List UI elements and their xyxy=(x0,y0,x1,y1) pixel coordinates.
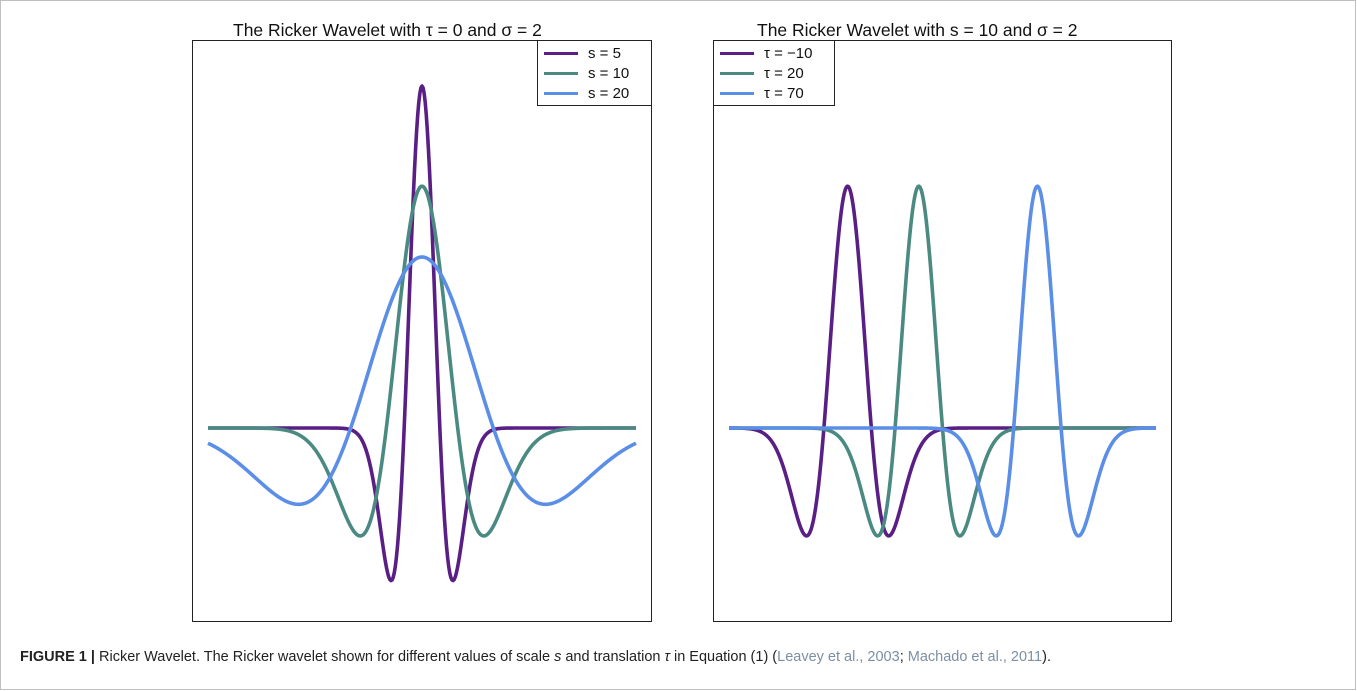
legend-swatch-blue xyxy=(720,91,754,95)
left-legend-entry-s5: s = 5 xyxy=(544,43,643,63)
left-wavelet-plot xyxy=(207,84,637,583)
citation-link[interactable]: Leavey et al., 2003 xyxy=(777,649,900,665)
wavelet-series-line-1 xyxy=(728,184,1157,538)
left-legend-entry-s20: s = 20 xyxy=(544,83,643,103)
right-legend-entry-tau-20: τ = 20 xyxy=(720,63,826,83)
legend-swatch-teal xyxy=(544,71,578,75)
wavelet-series-line-1 xyxy=(207,184,637,538)
figure-caption: FIGURE 1 | Ricker Wavelet. The Ricker wa… xyxy=(20,649,1051,665)
caption-text: ). xyxy=(1042,649,1051,665)
caption-text: ; xyxy=(899,649,908,665)
caption-symbol-tau: τ xyxy=(664,649,670,665)
right-legend: τ = −10 τ = 20 τ = 70 xyxy=(713,40,835,106)
caption-text: and translation xyxy=(561,649,665,665)
legend-swatch-purple xyxy=(720,51,754,55)
left-plot-area xyxy=(192,40,652,622)
left-legend-entry-s10: s = 10 xyxy=(544,63,643,83)
legend-swatch-purple xyxy=(544,51,578,55)
caption-text: in Equation (1) ( xyxy=(669,649,778,665)
legend-label: s = 5 xyxy=(588,44,621,62)
left-panel-title: The Ricker Wavelet with τ = 0 and σ = 2 xyxy=(233,20,542,40)
legend-label: s = 10 xyxy=(588,64,630,82)
legend-swatch-teal xyxy=(720,71,754,75)
legend-label: τ = −10 xyxy=(764,44,813,62)
left-legend: s = 5 s = 10 s = 20 xyxy=(537,40,652,106)
figure-label: FIGURE 1 | xyxy=(20,649,95,665)
right-wavelet-plot xyxy=(728,184,1157,538)
legend-label: τ = 70 xyxy=(764,84,804,102)
right-legend-entry-tau-neg10: τ = −10 xyxy=(720,43,826,63)
wavelet-series-line-0 xyxy=(728,184,1157,538)
wavelet-series-line-2 xyxy=(728,184,1157,538)
right-panel-title: The Ricker Wavelet with s = 10 and σ = 2 xyxy=(757,20,1078,40)
right-plot-area xyxy=(713,40,1172,622)
wavelet-series-line-2 xyxy=(207,255,637,507)
legend-label: τ = 20 xyxy=(764,64,804,82)
right-legend-entry-tau-70: τ = 70 xyxy=(720,83,826,103)
wavelet-series-line-0 xyxy=(207,84,637,583)
legend-label: s = 20 xyxy=(588,84,630,102)
legend-swatch-blue xyxy=(544,91,578,95)
citation-link[interactable]: Machado et al., 2011 xyxy=(907,649,1043,665)
caption-symbol-s: s xyxy=(554,649,562,665)
caption-text: Ricker Wavelet. The Ricker wavelet shown… xyxy=(94,649,555,665)
